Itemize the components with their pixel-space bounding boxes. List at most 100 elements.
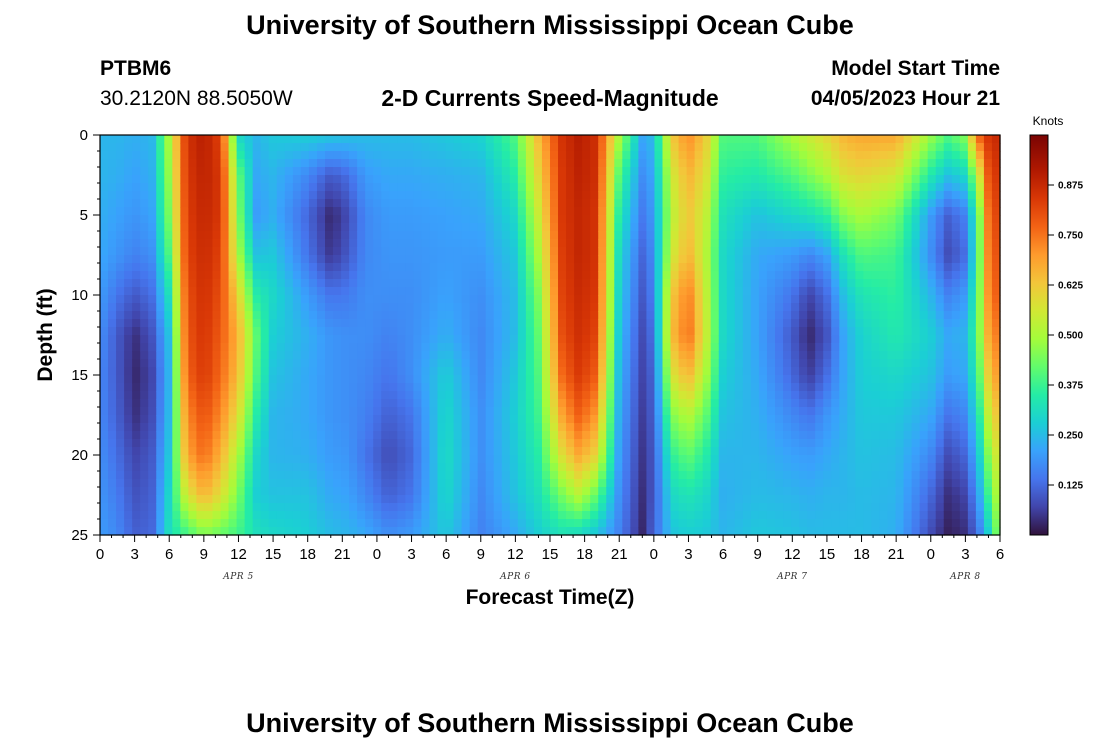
heatmap-cell — [172, 519, 181, 528]
heatmap-cell — [437, 295, 447, 304]
heatmap-cell — [734, 247, 744, 256]
heatmap-cell — [566, 367, 575, 376]
heatmap-cell — [188, 295, 198, 304]
heatmap-cell — [799, 271, 808, 280]
heatmap-cell — [164, 455, 173, 464]
heatmap-cell — [212, 199, 222, 208]
heatmap-cell — [550, 215, 559, 224]
heatmap-cell — [132, 287, 141, 296]
heatmap-cell — [469, 335, 479, 344]
heatmap-cell — [630, 143, 639, 152]
heatmap-cell — [823, 279, 832, 288]
heatmap-cell — [590, 223, 599, 232]
heatmap-cell — [558, 439, 567, 448]
heatmap-cell — [638, 207, 648, 216]
heatmap-cell — [710, 311, 720, 320]
heatmap-cell — [292, 191, 302, 200]
heatmap-cell — [365, 431, 374, 440]
heatmap-cell — [212, 335, 222, 344]
heatmap-cell — [300, 271, 310, 280]
heatmap-cell — [509, 511, 519, 520]
heatmap-cell — [461, 215, 471, 224]
heatmap-cell — [333, 295, 342, 304]
heatmap-cell — [140, 447, 149, 456]
heatmap-cell — [758, 375, 768, 384]
heatmap-cell — [783, 367, 792, 376]
heatmap-cell — [718, 255, 728, 264]
heatmap-cell — [590, 439, 599, 448]
heatmap-cell — [694, 239, 704, 248]
heatmap-cell — [525, 367, 535, 376]
heatmap-cell — [694, 495, 704, 504]
heatmap-cell — [156, 359, 165, 368]
heatmap-cell — [855, 391, 864, 400]
heatmap-cell — [493, 399, 503, 408]
heatmap-cell — [501, 151, 511, 160]
heatmap-cell — [766, 343, 776, 352]
heatmap-cell — [389, 287, 398, 296]
heatmap-cell — [533, 303, 543, 312]
heatmap-cell — [325, 207, 334, 216]
heatmap-cell — [260, 143, 270, 152]
heatmap-cell — [132, 271, 141, 280]
heatmap-cell — [871, 423, 881, 432]
heatmap-cell — [405, 463, 414, 472]
heatmap-cell — [204, 519, 214, 528]
heatmap-cell — [373, 343, 382, 352]
heatmap-cell — [100, 263, 109, 272]
heatmap-cell — [469, 495, 479, 504]
heatmap-cell — [421, 487, 431, 496]
heatmap-cell — [325, 511, 334, 520]
heatmap-cell — [260, 431, 270, 440]
heatmap-cell — [341, 375, 350, 384]
heatmap-cell — [244, 167, 254, 176]
heatmap-cell — [124, 151, 133, 160]
heatmap-cell — [333, 343, 342, 352]
heatmap-cell — [582, 175, 591, 184]
heatmap-cell — [132, 327, 141, 336]
heatmap-cell — [670, 343, 680, 352]
heatmap-cell — [212, 463, 222, 472]
heatmap-cell — [823, 199, 832, 208]
heatmap-cell — [164, 327, 173, 336]
heatmap-cell — [646, 519, 656, 528]
heatmap-cell — [196, 399, 206, 408]
heatmap-cell — [212, 351, 222, 360]
heatmap-cell — [236, 183, 246, 192]
heatmap-cell — [260, 375, 270, 384]
heatmap-cell — [172, 511, 181, 520]
heatmap-cell — [204, 311, 214, 320]
heatmap-cell — [694, 375, 704, 384]
heatmap-cell — [718, 239, 728, 248]
heatmap-cell — [823, 295, 832, 304]
heatmap-cell — [646, 319, 656, 328]
heatmap-cell — [742, 247, 752, 256]
heatmap-cell — [453, 423, 463, 432]
heatmap-cell — [236, 519, 246, 528]
heatmap-cell — [823, 399, 832, 408]
heatmap-cell — [598, 439, 607, 448]
heatmap-cell — [212, 511, 222, 520]
heatmap-cell — [108, 135, 117, 144]
heatmap-cell — [791, 183, 800, 192]
heatmap-cell — [662, 423, 672, 432]
heatmap-cell — [895, 359, 905, 368]
heatmap-cell — [815, 151, 824, 160]
heatmap-cell — [614, 447, 623, 456]
heatmap-cell — [686, 239, 696, 248]
heatmap-cell — [718, 383, 728, 392]
heatmap-cell — [292, 511, 302, 520]
heatmap-cell — [742, 439, 752, 448]
heatmap-cell — [172, 223, 181, 232]
heatmap-cell — [654, 439, 664, 448]
heatmap-cell — [453, 383, 463, 392]
heatmap-cell — [855, 447, 864, 456]
heatmap-cell — [807, 143, 816, 152]
heatmap-cell — [268, 223, 278, 232]
heatmap-cell — [533, 143, 543, 152]
heatmap-cell — [132, 319, 141, 328]
heatmap-cell — [654, 231, 664, 240]
heatmap-cell — [678, 231, 688, 240]
heatmap-cell — [228, 495, 238, 504]
heatmap-cell — [646, 399, 656, 408]
